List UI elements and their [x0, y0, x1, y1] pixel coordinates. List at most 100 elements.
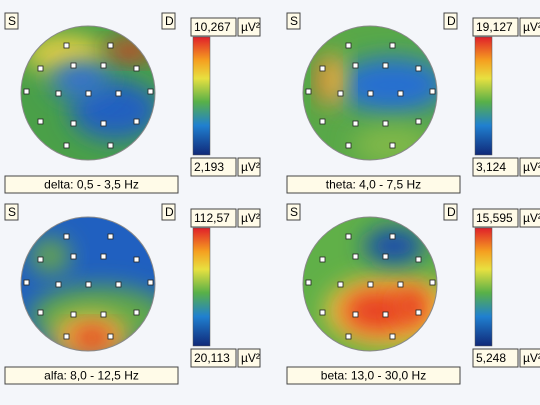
- unit-min: µV²: [523, 351, 540, 365]
- scale-min-box: [190, 348, 237, 368]
- electrode: [70, 311, 77, 318]
- electrode: [133, 118, 140, 125]
- scale-min-box: [190, 157, 237, 177]
- electrode: [100, 311, 107, 318]
- topomap-region: [394, 286, 430, 326]
- electrode: [319, 118, 326, 125]
- scale-min-box: [472, 348, 519, 368]
- unit-min-box: [237, 348, 261, 368]
- electrode: [107, 42, 114, 49]
- electrode: [63, 42, 70, 49]
- eeg-panel: S D 112,57 20,113 µV² µV² alfa: 8,0 - 12,5 Hz: [4, 203, 261, 385]
- unit-max: µV²: [241, 211, 260, 225]
- electrode: [337, 281, 344, 288]
- scale-max-box: [472, 17, 519, 37]
- electrode: [352, 253, 359, 260]
- scale-min: 20,113: [194, 351, 230, 365]
- electrode: [37, 118, 44, 125]
- scale-min: 5,248: [476, 351, 506, 365]
- head-outline: [20, 25, 156, 161]
- electrode: [107, 142, 114, 149]
- electrode: [305, 279, 312, 286]
- electrode: [397, 90, 404, 97]
- electrode: [389, 42, 396, 49]
- electrode: [115, 281, 122, 288]
- unit-max-box: [237, 208, 261, 228]
- electrode: [319, 309, 326, 316]
- electrode: [133, 309, 140, 316]
- electrode: [345, 233, 352, 240]
- electrode: [352, 62, 359, 69]
- unit-min-box: [237, 157, 261, 177]
- scale-max: 10,267: [194, 20, 231, 34]
- band-label-box: [4, 366, 179, 385]
- electrode: [115, 90, 122, 97]
- color-scale: [474, 227, 493, 347]
- electrode: [55, 281, 62, 288]
- electrode: [70, 253, 77, 260]
- eeg-panel: S D 19,127 3,124 µV² µV² theta: 4,0 - 7,5 Hz: [286, 12, 540, 194]
- left-label: S: [290, 14, 298, 28]
- electrode: [367, 281, 374, 288]
- electrode: [367, 90, 374, 97]
- unit-max: µV²: [523, 20, 540, 34]
- scale-max: 19,127: [476, 20, 513, 34]
- right-label-box: [161, 12, 176, 30]
- topomap-region: [342, 289, 412, 333]
- head-outline: [20, 216, 156, 352]
- unit-max-box: [519, 208, 540, 228]
- unit-max-box: [519, 17, 540, 37]
- band-label: beta: 13,0 - 30,0 Hz: [321, 369, 426, 383]
- electrode: [397, 281, 404, 288]
- unit-min: µV²: [241, 351, 260, 365]
- color-scale: [192, 227, 211, 347]
- electrode: [107, 333, 114, 340]
- electrode: [55, 90, 62, 97]
- electrode: [147, 279, 154, 286]
- electrode: [37, 256, 44, 263]
- electrode: [352, 311, 359, 318]
- band-label: theta: 4,0 - 7,5 Hz: [326, 178, 421, 192]
- electrode: [319, 256, 326, 263]
- electrode: [23, 279, 30, 286]
- electrode: [70, 62, 77, 69]
- scale-max: 112,57: [194, 211, 230, 225]
- electrode: [382, 120, 389, 127]
- electrode: [337, 90, 344, 97]
- electrode: [319, 65, 326, 72]
- topomap-region: [322, 54, 346, 106]
- left-label-box: [4, 12, 19, 30]
- left-label-box: [286, 12, 301, 30]
- electrode: [429, 88, 436, 95]
- topomap-region: [30, 238, 70, 274]
- right-label-box: [443, 12, 458, 30]
- electrode: [389, 233, 396, 240]
- unit-max: µV²: [523, 211, 540, 225]
- scale-max-box: [190, 17, 237, 37]
- electrode: [23, 88, 30, 95]
- topomap-region: [364, 228, 424, 264]
- electrode: [100, 62, 107, 69]
- electrode: [107, 233, 114, 240]
- left-label: S: [8, 14, 16, 28]
- band-label: alfa: 8,0 - 12,5 Hz: [44, 369, 139, 383]
- electrode: [389, 333, 396, 340]
- right-label-box: [161, 203, 176, 221]
- head-outline: [302, 216, 438, 352]
- electrode: [305, 88, 312, 95]
- topomap-region: [70, 326, 114, 350]
- electrode: [147, 88, 154, 95]
- electrode: [63, 142, 70, 149]
- unit-min-box: [519, 348, 540, 368]
- electrode: [415, 118, 422, 125]
- electrode: [37, 65, 44, 72]
- scale-max-box: [472, 208, 519, 228]
- right-label: D: [165, 14, 174, 28]
- right-label-box: [443, 203, 458, 221]
- electrode: [100, 253, 107, 260]
- band-label-box: [286, 366, 461, 385]
- scale-max-box: [190, 208, 237, 228]
- head-outline: [302, 25, 438, 161]
- electrode: [133, 256, 140, 263]
